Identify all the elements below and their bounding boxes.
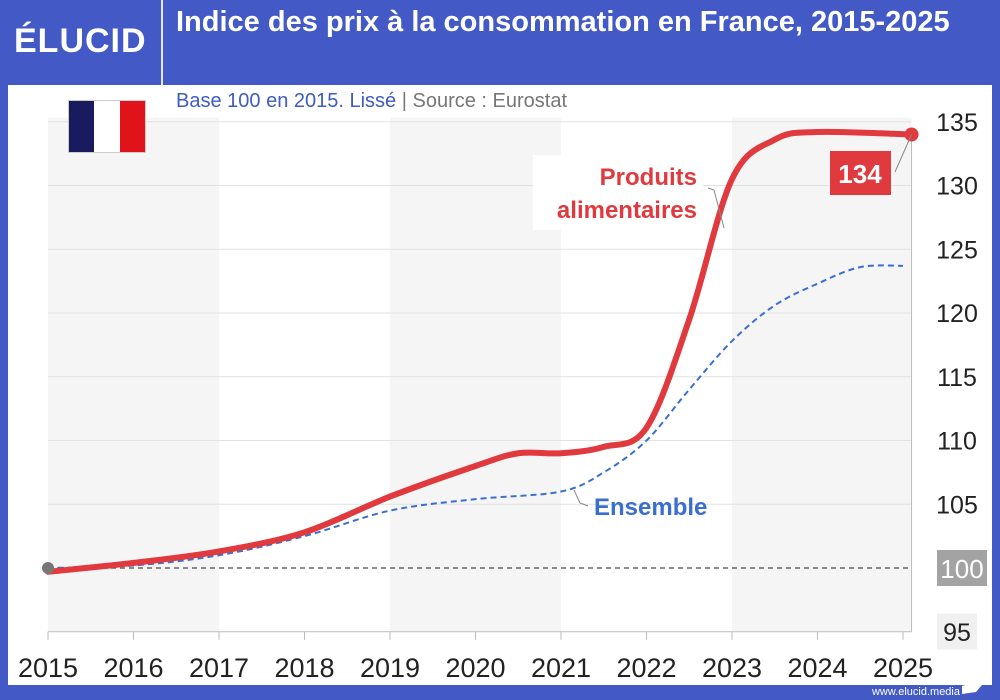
y-tick-bg <box>937 613 977 650</box>
base-note: Base 100 en 2015. Lissé <box>176 90 397 112</box>
end-value-label: 134 <box>838 159 882 189</box>
ref-label-bg <box>937 550 987 586</box>
chart-title: Indice des prix à la consommation en Fra… <box>176 6 950 38</box>
band-shade <box>390 117 561 632</box>
chart-subtitle: Base 100 en 2015. Lissé | Source : Euros… <box>176 90 567 113</box>
end-value-badge <box>830 151 891 195</box>
series-line-produits-alimentaires <box>45 128 915 575</box>
x-tick-label: 2019 <box>360 653 420 683</box>
x-tick-label: 2018 <box>274 653 334 683</box>
y-tick-label: 100 <box>940 554 983 584</box>
label-leader <box>707 187 725 229</box>
france-flag-icon <box>68 100 146 153</box>
start-point <box>42 562 54 574</box>
x-tick-label: 2025 <box>873 653 933 683</box>
x-tick-label: 2022 <box>616 653 676 683</box>
y-tick-label: 120 <box>936 300 978 328</box>
footer-url[interactable]: www.elucid.media <box>871 686 960 698</box>
label-leader <box>573 489 589 507</box>
x-tick-label: 2016 <box>103 653 163 683</box>
x-tick-label: 2020 <box>445 653 505 683</box>
subtitle-separator: | <box>401 90 407 112</box>
band-shade <box>48 117 219 632</box>
y-tick-label: 130 <box>936 173 978 201</box>
header-divider <box>161 0 163 85</box>
y-tick-label: 115 <box>937 364 977 392</box>
y-tick-label: 105 <box>936 491 978 519</box>
x-tick-label: 2021 <box>531 653 591 683</box>
series-label-alimentaires: alimentaires <box>557 197 697 224</box>
y-tick-label: 110 <box>937 428 977 456</box>
y-tick-label: 125 <box>936 236 978 264</box>
label-bg <box>533 155 703 230</box>
x-tick-label: 2024 <box>787 653 847 683</box>
x-tick-label: 2015 <box>18 653 78 683</box>
elucid-mark-icon <box>962 678 988 694</box>
series-label-ensemble: Ensemble <box>594 494 707 521</box>
elucid-logo: ÉLUCID <box>14 22 147 60</box>
x-tick-label: 2017 <box>189 653 249 683</box>
source-note: Source : Eurostat <box>412 90 568 112</box>
y-tick-label: 95 <box>943 619 971 647</box>
series-label-produits: Produits <box>600 164 697 191</box>
x-tick-label: 2023 <box>702 653 762 683</box>
band-shade <box>732 117 912 632</box>
end-label-leader <box>894 134 913 173</box>
y-tick-label: 135 <box>936 109 978 137</box>
